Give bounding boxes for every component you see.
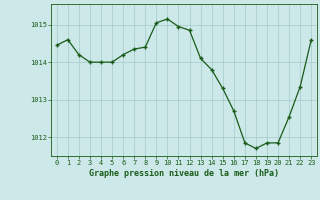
X-axis label: Graphe pression niveau de la mer (hPa): Graphe pression niveau de la mer (hPa) — [89, 169, 279, 178]
